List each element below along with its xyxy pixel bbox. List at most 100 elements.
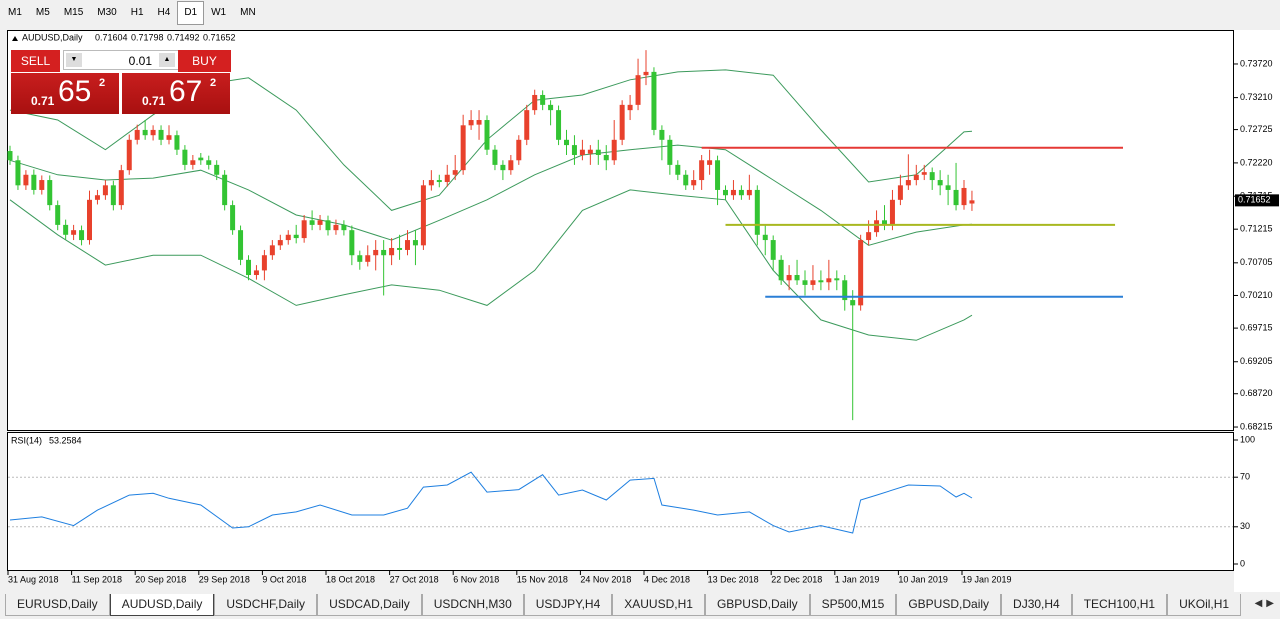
y-tick-label: 0.73720 <box>1240 58 1273 68</box>
candle-body <box>866 232 872 241</box>
candle-body <box>174 135 180 150</box>
y-tick-label: 0.71215 <box>1240 224 1273 234</box>
scroll-left[interactable]: ◀ <box>1254 598 1263 609</box>
candle-body <box>428 180 434 186</box>
ohlc-value: 0.71492 <box>167 32 200 42</box>
candle-body <box>158 129 164 140</box>
candle-body <box>929 172 935 181</box>
chart-tab[interactable]: XAUUSD,H1 <box>612 594 705 616</box>
candle-body <box>882 220 887 225</box>
candle-body <box>126 139 132 171</box>
chart-tab[interactable]: GBPUSD,Daily <box>704 594 810 616</box>
candle-body <box>818 280 824 283</box>
y-tick-label: 0.70705 <box>1240 257 1273 267</box>
candle-body <box>913 174 919 181</box>
rsi-tick-label: 100 <box>1240 434 1255 444</box>
y-tick-label: 0.72220 <box>1240 157 1273 167</box>
x-tick-label: 27 Oct 2018 <box>390 574 439 584</box>
candle-body <box>659 129 665 140</box>
candle-body <box>953 189 959 206</box>
candle-body <box>309 220 315 225</box>
chart-tab[interactable]: SP500,M15 <box>809 594 897 616</box>
timeframe-button[interactable]: M1 <box>8 7 22 18</box>
candle-body <box>55 205 61 225</box>
rsi-tick-label: 0 <box>1240 558 1245 568</box>
sell-button[interactable]: SELL <box>11 50 60 72</box>
candle-body <box>595 149 601 155</box>
chart-tab[interactable]: DJ30,H4 <box>1001 594 1072 616</box>
candle-body <box>556 110 562 140</box>
chart-tab[interactable]: GBPUSD,Daily <box>896 594 1002 616</box>
chart-tab[interactable]: USDCAD,Daily <box>317 594 422 616</box>
timeframe-button[interactable]: D1 <box>177 1 205 25</box>
candle-body <box>937 180 943 186</box>
x-tick-label: 22 Dec 2018 <box>771 574 822 584</box>
candle-body <box>436 180 442 183</box>
candle-body <box>834 278 840 281</box>
candle-body <box>738 189 744 196</box>
candle-body <box>969 200 975 204</box>
y-tick-label: 0.69715 <box>1240 322 1273 332</box>
candle-body <box>707 160 713 165</box>
chart-tab[interactable]: USDCHF,Daily <box>214 594 318 616</box>
chart-tab[interactable]: TECH100,H1 <box>1071 594 1168 616</box>
candle-body <box>508 160 514 171</box>
chart-tab[interactable]: EURUSD,Daily <box>5 594 110 616</box>
chart-tab[interactable]: UKOil,H1 <box>1167 594 1242 616</box>
candle-body <box>651 71 657 130</box>
lot-input[interactable]: 0.01 <box>63 50 179 70</box>
bid-big: 0.71 <box>31 94 55 108</box>
candle-body <box>63 224 69 235</box>
timeframe-button[interactable]: H4 <box>157 7 171 18</box>
chart-tab[interactable]: USDJPY,H4 <box>523 594 613 616</box>
candle-body <box>246 259 251 276</box>
candle-body <box>39 180 45 190</box>
candle-body <box>405 240 410 250</box>
timeframe-button[interactable]: W1 <box>211 7 227 18</box>
candle-body <box>699 160 705 181</box>
candle-body <box>516 139 522 161</box>
candle-body <box>134 129 140 140</box>
candle-body <box>87 199 92 241</box>
candle-body <box>524 110 530 140</box>
collapse-icon <box>12 36 18 41</box>
candle-body <box>381 249 387 256</box>
bid-price[interactable]: 0.71 65 2 <box>11 73 119 114</box>
timeframe-button[interactable]: MN <box>240 7 256 18</box>
candle-body <box>460 125 466 171</box>
candle-body <box>47 180 53 206</box>
candle-body <box>261 255 267 271</box>
scroll-right[interactable]: ▶ <box>1266 598 1274 609</box>
candle-body <box>611 139 617 161</box>
candle-body <box>317 220 323 225</box>
candle-body <box>571 145 577 155</box>
tab-scroll: ◀ ▶ <box>1255 598 1274 609</box>
buy-button[interactable]: BUY <box>178 50 231 72</box>
lot-down[interactable]: ▼ <box>66 53 82 67</box>
timeframe-button[interactable]: H1 <box>130 7 144 18</box>
candle-body <box>548 104 554 111</box>
rsi-tick-label: 70 <box>1240 472 1250 482</box>
candle-body <box>683 174 689 186</box>
x-tick-label: 29 Sep 2018 <box>199 574 250 584</box>
candle-body <box>23 174 29 186</box>
timeframe-button[interactable]: M15 <box>63 7 84 18</box>
chart-tab[interactable]: AUDUSD,Daily <box>109 594 215 616</box>
candle-body <box>110 185 116 206</box>
candle-body <box>190 160 196 165</box>
chart: AUDUSD,Daily 0.71604 0.71798 0.71492 0.7165… <box>7 30 1280 592</box>
candle-body <box>802 280 808 285</box>
timeframe-button[interactable]: M30 <box>97 7 117 18</box>
ask-price[interactable]: 0.71 67 2 <box>122 73 230 114</box>
lot-up[interactable]: ▲ <box>159 53 175 67</box>
chart-tabs: EURUSD,Daily AUDUSD,Daily USDCHF,Daily USDC… <box>5 594 1242 616</box>
candle-body <box>71 230 77 235</box>
chart-tab[interactable]: USDCNH,M30 <box>421 594 524 616</box>
candle-body <box>564 139 569 146</box>
y-tick-label: 0.68720 <box>1240 388 1273 398</box>
timeframe-button[interactable]: M5 <box>35 7 50 18</box>
ask-pips: 67 <box>169 75 203 108</box>
candle-body <box>619 104 625 140</box>
y-tick-label: 0.70210 <box>1240 290 1273 300</box>
candle-body <box>222 174 228 206</box>
